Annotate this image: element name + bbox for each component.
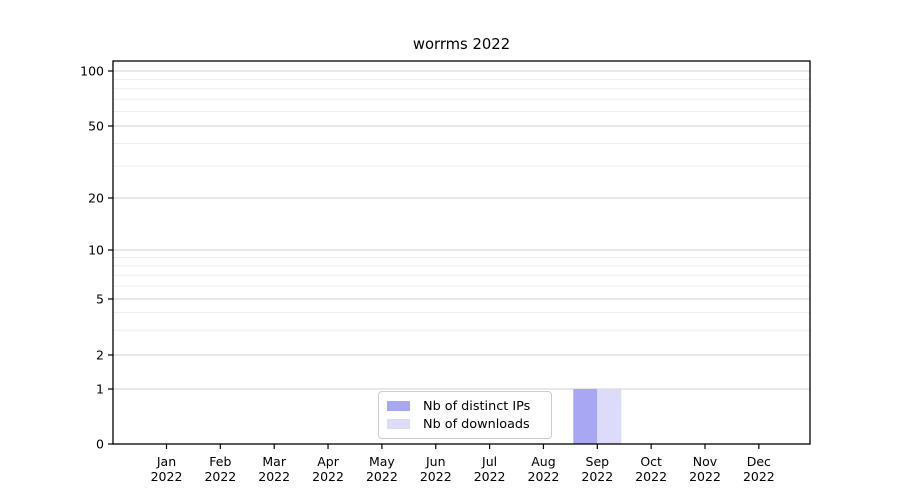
x-tick-label-year: 2022 (635, 469, 667, 484)
chart-title: worrms 2022 (412, 36, 511, 53)
x-tick-label-year: 2022 (366, 469, 398, 484)
x-tick-label-month: Sep (586, 454, 610, 469)
plot-border (112, 60, 811, 445)
x-tick-label-month: Apr (317, 454, 339, 469)
legend-swatch-distinct-ips (387, 401, 410, 411)
y-tick-label: 20 (88, 190, 104, 205)
y-tick-label: 1 (96, 381, 104, 396)
x-tick-label-month: Feb (209, 454, 231, 469)
legend-item-downloads: Nb of downloads (387, 416, 543, 433)
y-tick-label: 0 (96, 436, 104, 451)
x-tick-label-year: 2022 (581, 469, 613, 484)
x-tick-label-year: 2022 (420, 469, 452, 484)
y-tick-label: 10 (88, 242, 104, 257)
x-tick-label-month: Mar (262, 454, 286, 469)
y-tick-label: 50 (88, 118, 104, 133)
x-tick-label-month: Dec (747, 454, 771, 469)
x-tick-label-month: Oct (640, 454, 662, 469)
x-tick-label-year: 2022 (474, 469, 506, 484)
bar-downloads-sep-2022 (597, 389, 622, 444)
x-tick-label-month: May (369, 454, 395, 469)
bar-distinct-ips-sep-2022 (573, 389, 598, 444)
x-tick-label-month: Jan (156, 454, 176, 469)
x-tick-label-month: Nov (693, 454, 718, 469)
x-tick-label-year: 2022 (743, 469, 775, 484)
x-tick-label-year: 2022 (258, 469, 290, 484)
x-tick-label-year: 2022 (151, 469, 183, 484)
x-tick-label-year: 2022 (689, 469, 721, 484)
legend-label-distinct-ips: Nb of distinct IPs (423, 398, 531, 414)
y-tick-label: 100 (80, 63, 104, 78)
x-tick-label-month: Aug (531, 454, 555, 469)
x-tick-label-month: Jul (481, 454, 497, 469)
x-tick-label-month: Jun (425, 454, 446, 469)
chart-legend: Nb of distinct IPs Nb of downloads (378, 391, 552, 439)
y-tick-label: 5 (96, 291, 104, 306)
legend-item-distinct-ips: Nb of distinct IPs (387, 398, 543, 415)
x-tick-label-year: 2022 (312, 469, 344, 484)
x-tick-label-year: 2022 (528, 469, 560, 484)
legend-swatch-downloads (387, 419, 410, 429)
y-tick-label: 2 (96, 347, 104, 362)
x-tick-label-year: 2022 (204, 469, 236, 484)
legend-label-downloads: Nb of downloads (423, 416, 530, 432)
